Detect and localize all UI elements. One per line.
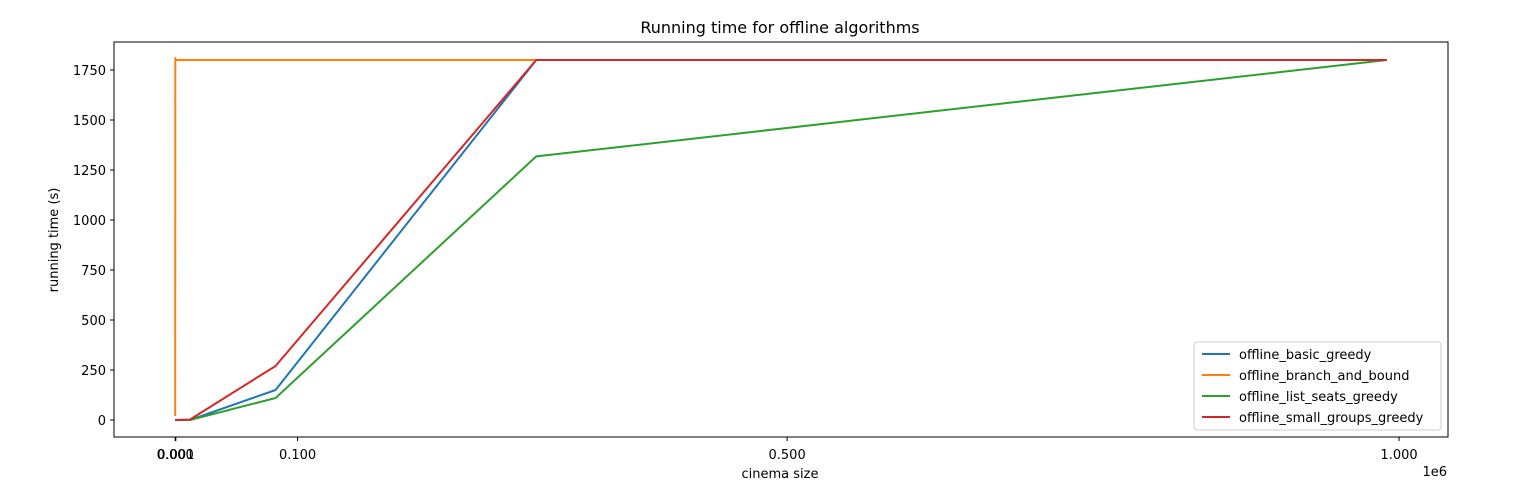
x-axis-label: cinema size xyxy=(742,467,819,482)
series-line-offline-branch-and-bound xyxy=(174,57,1387,417)
legend-box xyxy=(1193,341,1442,431)
x-tick-label: 0.000 xyxy=(157,448,194,463)
y-tick-label: 250 xyxy=(81,364,106,379)
y-axis: 0 250 500 750 1000 1250 1500 1750 xyxy=(73,64,114,429)
legend-label: offline_branch_and_bound xyxy=(1239,369,1409,384)
y-tick-label: 500 xyxy=(81,314,106,329)
y-tick-label: 0 xyxy=(98,414,106,429)
y-tick-label: 1250 xyxy=(73,164,106,179)
x-tick-label: 0.001 xyxy=(157,448,194,463)
legend-label: offline_small_groups_greedy xyxy=(1239,411,1424,426)
legend-label: offline_list_seats_greedy xyxy=(1239,390,1398,405)
series-line-offline-small-groups-greedy xyxy=(174,59,1387,421)
x-axis-offset-label: 1e6 xyxy=(1422,465,1447,480)
y-tick-label: 1000 xyxy=(73,214,106,229)
y-tick-label: 1750 xyxy=(73,64,106,79)
chart-title: Running time for offline algorithms xyxy=(640,18,919,37)
x-tick-label: 0.100 xyxy=(279,448,316,463)
x-tick-label: 1.000 xyxy=(1380,448,1417,463)
y-tick-label: 750 xyxy=(81,264,106,279)
legend-label: offline_basic_greedy xyxy=(1239,348,1372,363)
series-layer xyxy=(174,57,1387,421)
y-axis-label: running time (s) xyxy=(47,188,62,293)
x-tick-label: 0.500 xyxy=(769,448,806,463)
y-tick-label: 1500 xyxy=(73,114,106,129)
legend: offline_basic_greedy offline_branch_and_b… xyxy=(1193,341,1442,431)
